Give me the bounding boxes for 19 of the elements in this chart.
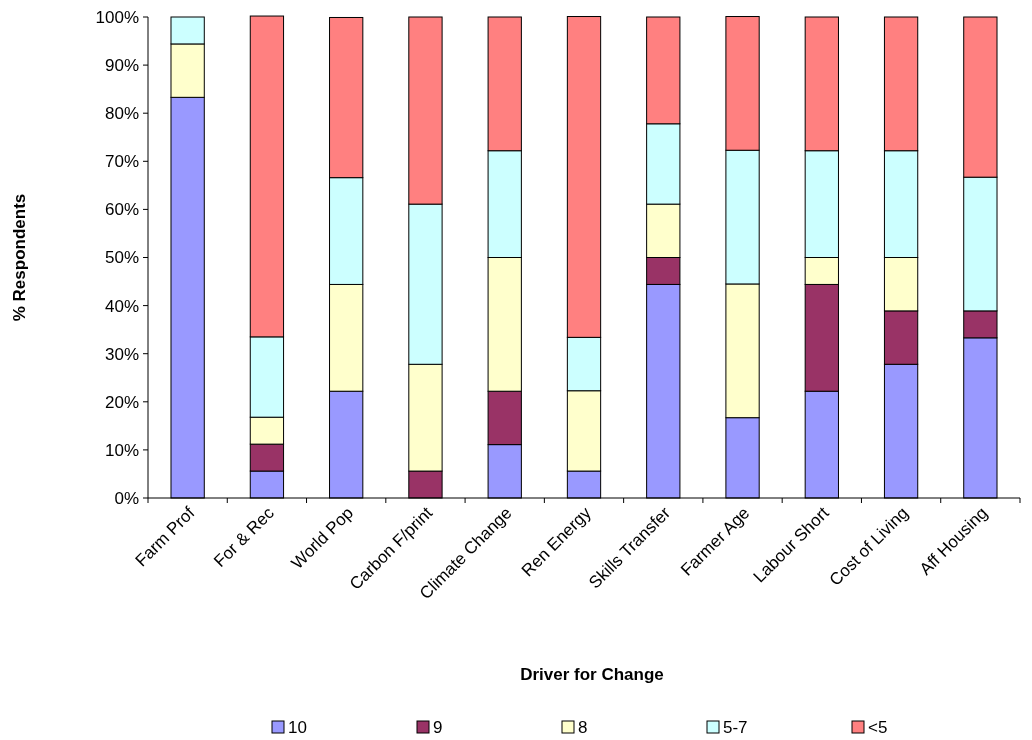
y-tick-label: 40% (104, 296, 139, 316)
y-tick-label: 60% (104, 200, 139, 220)
y-tick-label: 70% (104, 152, 139, 172)
y-tick-label: 90% (104, 56, 139, 76)
y-tick-label: 80% (104, 104, 139, 124)
y-tick-label: 10% (104, 440, 139, 460)
x-tick-label: For & Rec (210, 503, 279, 571)
y-tick-label: 0% (114, 488, 139, 508)
y-axis-title: % Respondents (10, 193, 29, 322)
legend-label: 9 (433, 717, 443, 737)
legend-label: 5-7 (723, 717, 748, 737)
legend-label: <5 (868, 717, 888, 737)
x-axis-title: Driver for Change (520, 665, 664, 684)
legend-label: 10 (288, 717, 307, 737)
legend-label: 8 (578, 717, 588, 737)
y-tick-label: 100% (95, 7, 139, 27)
y-tick-label: 30% (104, 344, 139, 364)
y-tick-label: 20% (104, 392, 139, 412)
y-tick-label: 50% (104, 248, 139, 268)
